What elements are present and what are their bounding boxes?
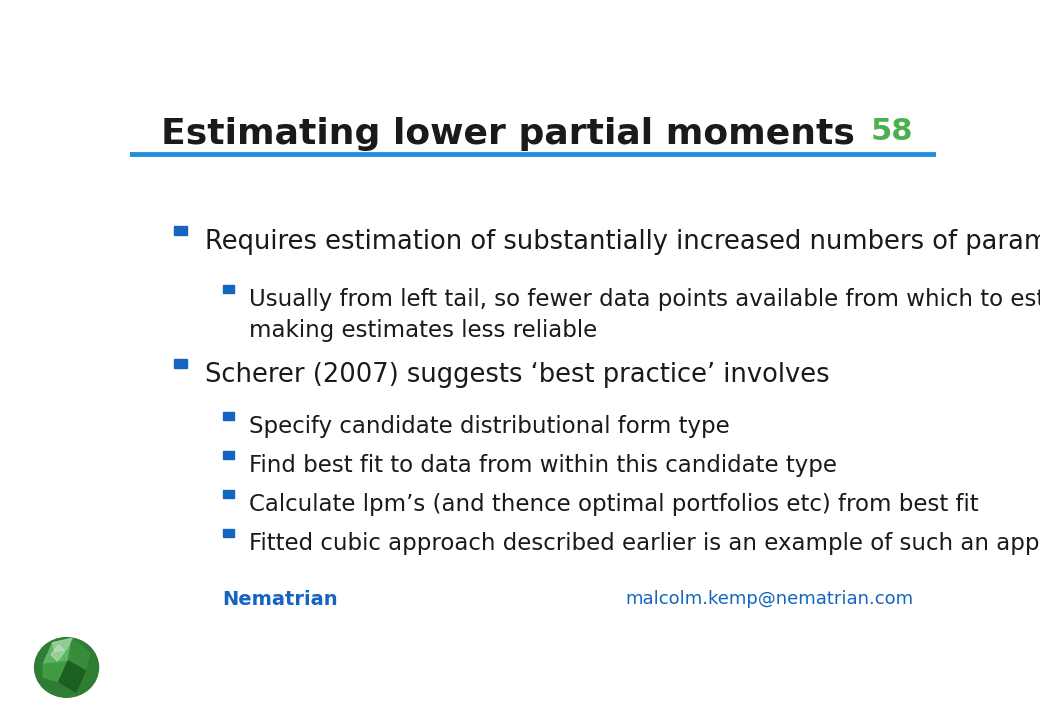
Text: Usually from left tail, so fewer data points available from which to estimate,
m: Usually from left tail, so fewer data po… (250, 287, 1040, 342)
FancyBboxPatch shape (175, 359, 187, 368)
Text: Calculate lpm’s (and thence optimal portfolios etc) from best fit: Calculate lpm’s (and thence optimal port… (250, 492, 979, 516)
Polygon shape (44, 661, 68, 682)
Text: Requires estimation of substantially increased numbers of parameters: Requires estimation of substantially inc… (205, 229, 1040, 255)
FancyBboxPatch shape (223, 528, 234, 536)
FancyBboxPatch shape (223, 451, 234, 459)
Ellipse shape (34, 638, 99, 697)
Text: Fitted cubic approach described earlier is an example of such an approach!: Fitted cubic approach described earlier … (250, 531, 1040, 554)
Polygon shape (58, 661, 85, 692)
Text: Estimating lower partial moments: Estimating lower partial moments (160, 117, 855, 151)
Polygon shape (51, 645, 64, 661)
Text: Specify candidate distributional form type: Specify candidate distributional form ty… (250, 415, 730, 438)
FancyBboxPatch shape (175, 226, 187, 235)
FancyBboxPatch shape (223, 413, 234, 420)
Text: malcolm.kemp@nematrian.com: malcolm.kemp@nematrian.com (625, 590, 913, 608)
Polygon shape (44, 638, 72, 664)
FancyBboxPatch shape (223, 285, 234, 292)
Polygon shape (68, 638, 89, 671)
Text: 58: 58 (870, 117, 913, 146)
Text: Find best fit to data from within this candidate type: Find best fit to data from within this c… (250, 454, 837, 477)
Text: Scherer (2007) suggests ‘best practice’ involves: Scherer (2007) suggests ‘best practice’ … (205, 362, 830, 388)
Text: Nematrian: Nematrian (223, 590, 338, 608)
Polygon shape (52, 638, 72, 652)
FancyBboxPatch shape (223, 490, 234, 498)
